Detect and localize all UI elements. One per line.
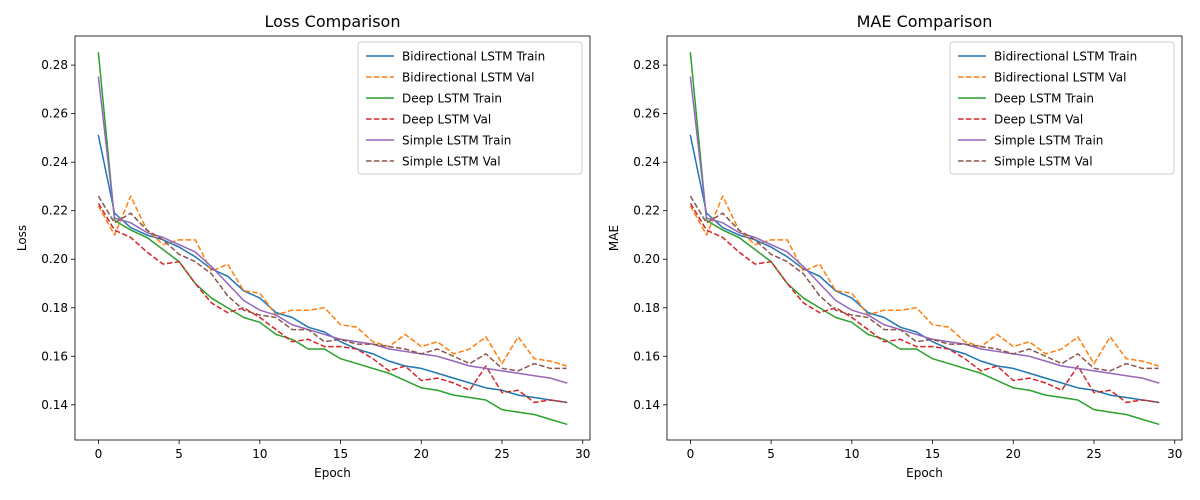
legend-label: Bidirectional LSTM Train — [402, 50, 545, 64]
legend-label: Bidirectional LSTM Val — [402, 71, 534, 85]
y-tick-label: 0.24 — [41, 155, 68, 169]
y-tick-label: 0.20 — [633, 252, 660, 266]
series-line-simple-lstm-train — [689, 76, 1160, 384]
y-tick-label: 0.26 — [633, 107, 660, 121]
axes-frame — [74, 35, 591, 441]
y-tick-label: 0.20 — [41, 252, 68, 266]
x-axis-label: Epoch — [314, 466, 351, 480]
legend-label: Simple LSTM Val — [994, 155, 1093, 169]
x-tick-label: 10 — [252, 447, 267, 461]
series-line-deep-lstm-val — [97, 203, 567, 404]
x-tick-label: 15 — [333, 447, 348, 461]
legend: Bidirectional LSTM Train Bidirectional LS… — [357, 41, 583, 175]
legend-box — [949, 41, 1175, 175]
series-line-deep-lstm-val — [689, 203, 1159, 404]
x-tick-label: 15 — [925, 447, 940, 461]
legend-label: Simple LSTM Train — [402, 134, 511, 148]
x-tick-label: 0 — [687, 447, 695, 461]
legend-label: Bidirectional LSTM Train — [994, 50, 1137, 64]
x-tick-label: 20 — [1006, 447, 1021, 461]
series-line-deep-lstm-train — [689, 52, 1160, 426]
series-group — [689, 52, 1160, 426]
y-axis-label: MAE — [607, 225, 621, 251]
x-tick-label: 0 — [95, 447, 103, 461]
legend-label: Simple LSTM Val — [402, 155, 501, 169]
y-tick-label: 0.26 — [41, 107, 68, 121]
legend: Bidirectional LSTM Train Bidirectional LS… — [949, 41, 1175, 175]
x-tick-label: 30 — [1167, 447, 1182, 461]
y-tick-label: 0.16 — [41, 349, 68, 363]
x-tick-label: 20 — [414, 447, 429, 461]
series-line-simple-lstm-train — [97, 76, 568, 384]
legend-label: Deep LSTM Train — [994, 92, 1094, 106]
legend-box — [357, 41, 583, 175]
series-group — [97, 52, 568, 426]
legend-label: Simple LSTM Train — [994, 134, 1103, 148]
axes-frame — [666, 35, 1183, 441]
x-tick-label: 25 — [494, 447, 509, 461]
series-line-deep-lstm-train — [97, 52, 568, 426]
legend-label: Deep LSTM Train — [402, 92, 502, 106]
series-line-bidirectional-lstm-val — [689, 195, 1159, 367]
x-tick-label: 5 — [767, 447, 775, 461]
y-tick-label: 0.28 — [41, 58, 68, 72]
y-tick-label: 0.18 — [633, 301, 660, 315]
y-tick-label: 0.18 — [41, 301, 68, 315]
x-axis-label: Epoch — [906, 466, 943, 480]
y-tick-label: 0.22 — [41, 204, 68, 218]
chart-panel-1: Loss Comparison 0 5 10 15 20 25 30 0.14 0.16 0.18 0… — [15, 12, 591, 480]
y-axis-label: Loss — [15, 225, 29, 251]
y-tick-label: 0.24 — [633, 155, 660, 169]
x-tick-label: 25 — [1086, 447, 1101, 461]
y-tick-label: 0.16 — [633, 349, 660, 363]
y-tick-label: 0.22 — [633, 204, 660, 218]
legend-label: Deep LSTM Val — [994, 113, 1083, 127]
series-line-bidirectional-lstm-val — [97, 195, 567, 367]
y-tick-label: 0.28 — [633, 58, 660, 72]
y-tick-label: 0.14 — [633, 398, 660, 412]
x-tick-label: 30 — [575, 447, 590, 461]
y-tick-label: 0.14 — [41, 398, 68, 412]
x-tick-label: 10 — [844, 447, 859, 461]
chart-title: MAE Comparison — [857, 12, 993, 31]
legend-label: Bidirectional LSTM Val — [994, 71, 1126, 85]
chart-panel-2: MAE Comparison 0 5 10 15 20 25 30 0.14 0.16 0.18 0.… — [607, 12, 1183, 480]
legend-label: Deep LSTM Val — [402, 113, 491, 127]
chart-title: Loss Comparison — [265, 12, 401, 31]
x-tick-label: 5 — [175, 447, 183, 461]
